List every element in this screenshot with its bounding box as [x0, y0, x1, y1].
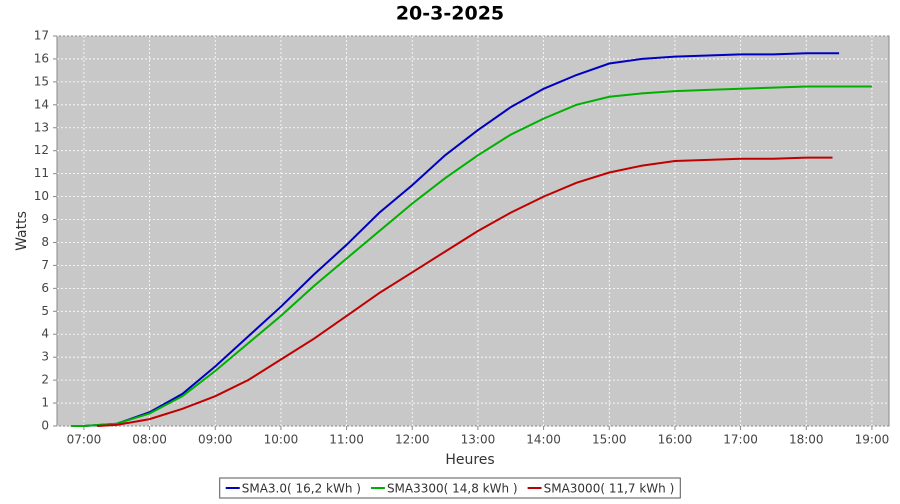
y-tick-label: 11	[34, 166, 49, 180]
y-tick-label: 1	[41, 396, 49, 410]
legend: SMA3.0( 16,2 kWh ) SMA3300( 14,8 kWh ) SMA…	[219, 477, 681, 499]
y-tick-label: 14	[34, 97, 49, 111]
y-tick-label: 2	[41, 373, 49, 387]
plot-area	[56, 35, 890, 427]
x-tick-label: 18:00	[789, 433, 824, 447]
y-tick-label: 5	[41, 304, 49, 318]
y-tick-label: 8	[41, 235, 49, 249]
legend-label: SMA3000( 11,7 kWh )	[544, 482, 675, 496]
chart-title: 20-3-2025	[396, 3, 504, 25]
x-tick-label: 08:00	[132, 433, 167, 447]
y-tick-label: 13	[34, 120, 49, 134]
y-tick-label: 7	[41, 258, 49, 272]
y-tick-label: 15	[34, 74, 49, 88]
x-tick-label: 16:00	[658, 433, 693, 447]
y-tick-label: 12	[34, 143, 49, 157]
x-tick-label: 14:00	[526, 433, 561, 447]
x-axis-label: Heures	[445, 452, 494, 468]
y-tick-label: 0	[41, 419, 49, 433]
y-tick-label: 10	[34, 189, 49, 203]
legend-box	[219, 477, 681, 499]
series-line	[97, 156, 833, 427]
x-tick-label: 09:00	[198, 433, 233, 447]
y-tick-label: 4	[41, 327, 49, 341]
y-tick-label: 9	[41, 212, 49, 226]
y-axis-label: Watts	[14, 211, 30, 251]
series-line	[83, 52, 840, 427]
y-tick-label: 16	[34, 51, 49, 65]
legend-label: SMA3300( 14,8 kWh )	[387, 482, 518, 496]
y-tick-label: 17	[34, 29, 49, 43]
legend-label: SMA3.0( 16,2 kWh )	[242, 482, 361, 496]
x-tick-label: 17:00	[723, 433, 758, 447]
series-line	[70, 85, 872, 427]
y-tick-label: 3	[41, 350, 49, 364]
x-tick-label: 12:00	[395, 433, 430, 447]
x-tick-label: 11:00	[329, 433, 364, 447]
y-tick-label: 6	[41, 281, 49, 295]
x-tick-label: 10:00	[264, 433, 299, 447]
x-tick-label: 13:00	[461, 433, 496, 447]
x-tick-label: 19:00	[855, 433, 890, 447]
x-tick-label: 15:00	[592, 433, 627, 447]
x-tick-label: 07:00	[67, 433, 102, 447]
